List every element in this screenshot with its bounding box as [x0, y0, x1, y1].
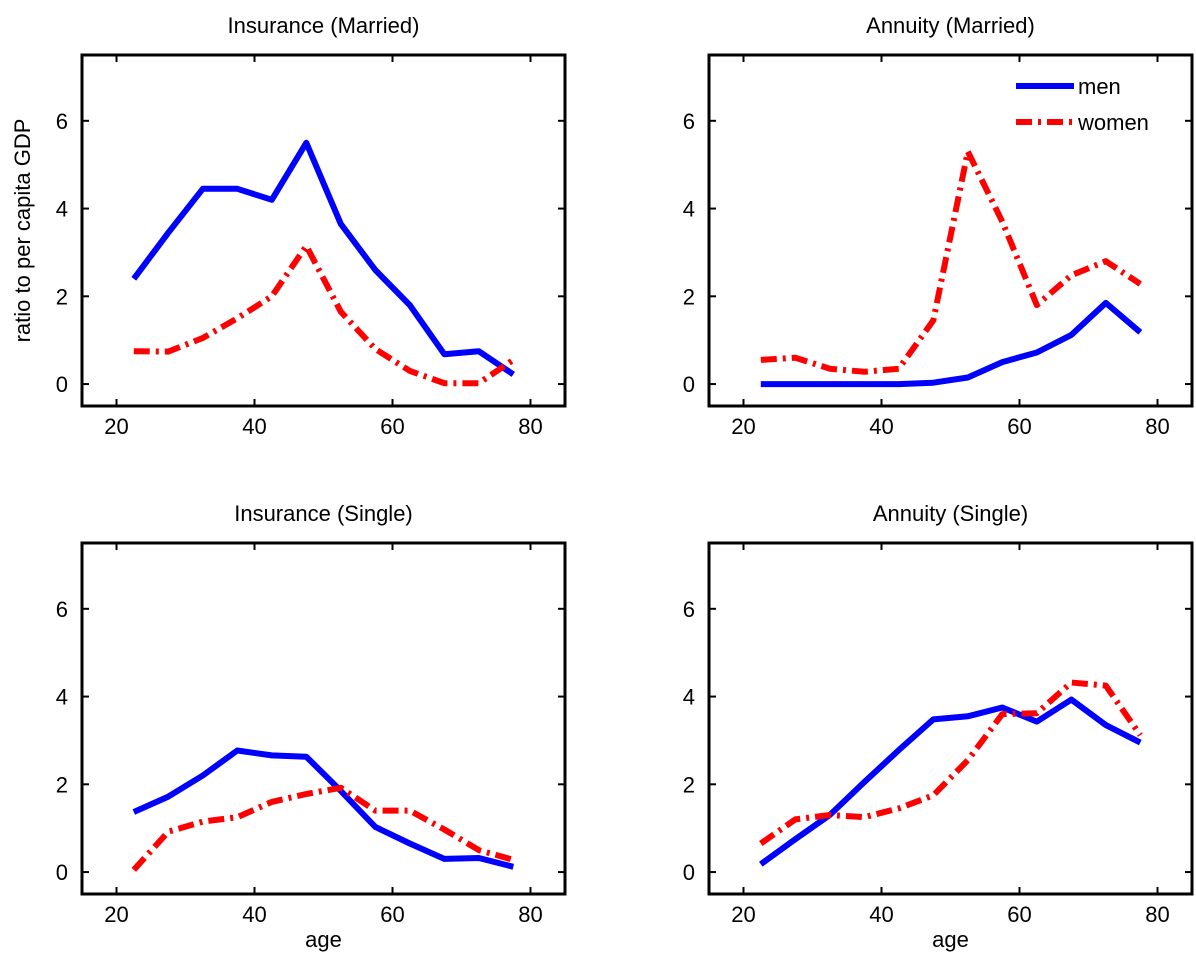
- series-line-men: [131, 139, 515, 377]
- x-tick-label: 80: [518, 414, 542, 439]
- legend: men women: [1016, 74, 1149, 135]
- subplot-title: Insurance (Single): [234, 501, 413, 526]
- y-tick-label: 4: [683, 197, 695, 222]
- x-tick-label: 40: [869, 902, 893, 927]
- subplot-2: 20 40 60 80 0 2 4 6 Annuity (Married) men women: [683, 13, 1194, 439]
- x-tick-label: 20: [731, 902, 755, 927]
- x-tick-label: 40: [242, 902, 266, 927]
- x-axis-label: age: [305, 927, 342, 952]
- series-line-men: [132, 747, 515, 870]
- y-tick-label: 0: [683, 860, 695, 885]
- subplot-3: 20 40 60 80 0 2 4 6 Insurance (Single) age: [56, 501, 567, 952]
- y-tick-label: 2: [683, 284, 695, 309]
- x-tick-label: 60: [1007, 414, 1031, 439]
- x-tick-label: 40: [869, 414, 893, 439]
- axes-frame: [707, 53, 1194, 408]
- series-line-women: [760, 148, 1142, 375]
- series-line-women: [131, 784, 515, 872]
- y-tick-label: 2: [56, 284, 68, 309]
- y-tick-label: 4: [56, 197, 68, 222]
- y-tick-label: 6: [56, 109, 68, 134]
- axes-frame: [707, 541, 1194, 896]
- y-tick-label: 2: [56, 772, 68, 797]
- x-tick-label: 60: [1007, 902, 1031, 927]
- series-line-women: [133, 242, 515, 387]
- x-tick-label: 20: [104, 414, 128, 439]
- x-tick-label: 60: [380, 902, 404, 927]
- x-tick-label: 20: [731, 414, 755, 439]
- subplot-title: Annuity (Single): [873, 501, 1028, 526]
- y-tick-label: 2: [683, 772, 695, 797]
- axes-frame: [80, 541, 567, 896]
- subplot-title: Insurance (Married): [228, 13, 420, 38]
- y-tick-label: 0: [683, 372, 695, 397]
- y-tick-label: 4: [683, 685, 695, 710]
- y-axis-label: ratio to per capita GDP: [10, 119, 35, 343]
- subplot-1: 20 40 60 80 0 2 4 6 Insurance (Married) ratio to …: [10, 13, 567, 439]
- series-line-men: [759, 696, 1142, 867]
- legend-label-women: women: [1077, 110, 1149, 135]
- subplot-title: Annuity (Married): [866, 13, 1035, 38]
- y-tick-label: 4: [56, 685, 68, 710]
- x-tick-label: 40: [242, 414, 266, 439]
- x-tick-label: 80: [518, 902, 542, 927]
- y-tick-label: 6: [683, 597, 695, 622]
- x-tick-label: 20: [104, 902, 128, 927]
- y-tick-label: 0: [56, 372, 68, 397]
- legend-label-men: men: [1078, 74, 1121, 99]
- y-tick-label: 6: [56, 597, 68, 622]
- subplot-4: 20 40 60 80 0 2 4 6 Annuity (Single) age: [683, 501, 1194, 952]
- y-tick-label: 0: [56, 860, 68, 885]
- x-axis-label: age: [932, 927, 969, 952]
- y-tick-label: 6: [683, 109, 695, 134]
- axes-frame: [80, 53, 567, 408]
- series-line-men: [760, 299, 1143, 388]
- x-tick-label: 80: [1145, 414, 1169, 439]
- x-tick-label: 80: [1145, 902, 1169, 927]
- x-tick-label: 60: [380, 414, 404, 439]
- series-line-women: [759, 679, 1143, 846]
